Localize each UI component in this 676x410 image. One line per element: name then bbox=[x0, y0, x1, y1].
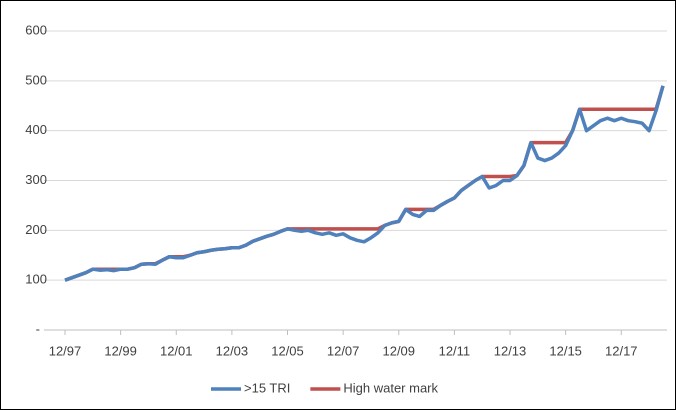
x-tick-label: 12/99 bbox=[104, 343, 137, 358]
y-tick-label: 400 bbox=[25, 122, 47, 137]
x-tick-label: 12/11 bbox=[439, 343, 471, 358]
y-tick-label: 600 bbox=[25, 22, 47, 37]
legend-label: >15 TRI bbox=[244, 380, 290, 395]
x-tick-label: 12/09 bbox=[382, 343, 415, 358]
y-tick-label: 100 bbox=[25, 272, 47, 287]
x-tick-label: 12/03 bbox=[216, 343, 249, 358]
series-line bbox=[64, 85, 665, 282]
y-tick-label: 300 bbox=[25, 172, 47, 187]
x-tick-label: 12/07 bbox=[327, 343, 360, 358]
legend-label: High water mark bbox=[343, 380, 438, 395]
x-tick-label: 12/01 bbox=[160, 343, 193, 358]
x-tick-label: 12/13 bbox=[494, 343, 527, 358]
x-tick-label: 12/17 bbox=[605, 343, 638, 358]
x-tick-label: 12/15 bbox=[549, 343, 582, 358]
y-tick-label: 500 bbox=[25, 72, 47, 87]
x-tick-label: 12/97 bbox=[49, 343, 82, 358]
y-tick-label: - bbox=[36, 321, 40, 336]
y-tick-label: 200 bbox=[25, 222, 47, 237]
x-tick-label: 12/05 bbox=[271, 343, 304, 358]
